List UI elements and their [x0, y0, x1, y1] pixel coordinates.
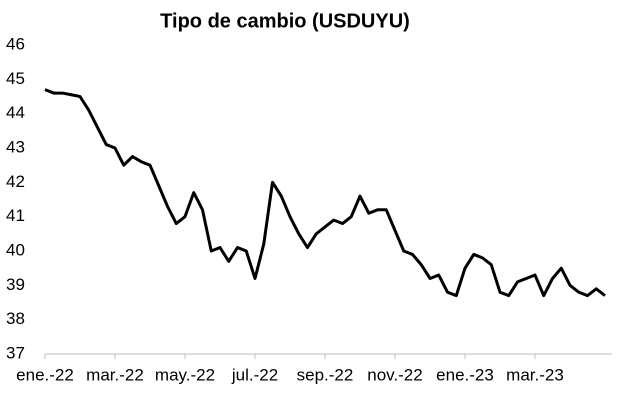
y-tick-label: 43 [6, 137, 25, 156]
x-tick-label: jul.-22 [231, 365, 278, 384]
x-tick-label: nov.-22 [367, 365, 422, 384]
y-tick-label: 37 [6, 343, 25, 362]
series-line [44, 88, 606, 298]
x-tick-label: ene.-23 [436, 365, 494, 384]
y-tick-label: 45 [6, 69, 25, 88]
x-tick-label: mar.-22 [86, 365, 144, 384]
y-tick-label: 44 [6, 103, 25, 122]
y-tick-label: 46 [6, 34, 25, 53]
x-tick-label: ene.-22 [16, 365, 74, 384]
y-tick-label: 38 [6, 309, 25, 328]
x-tick-label: may.-22 [155, 365, 215, 384]
chart-title: Tipo de cambio (USDUYU) [160, 10, 410, 32]
y-tick-label: 39 [6, 275, 25, 294]
y-tick-label: 42 [6, 172, 25, 191]
y-tick-label: 41 [6, 206, 25, 225]
x-tick-label: sep.-22 [297, 365, 354, 384]
y-tick-label: 40 [6, 240, 25, 259]
x-tick-label: mar.-23 [506, 365, 564, 384]
